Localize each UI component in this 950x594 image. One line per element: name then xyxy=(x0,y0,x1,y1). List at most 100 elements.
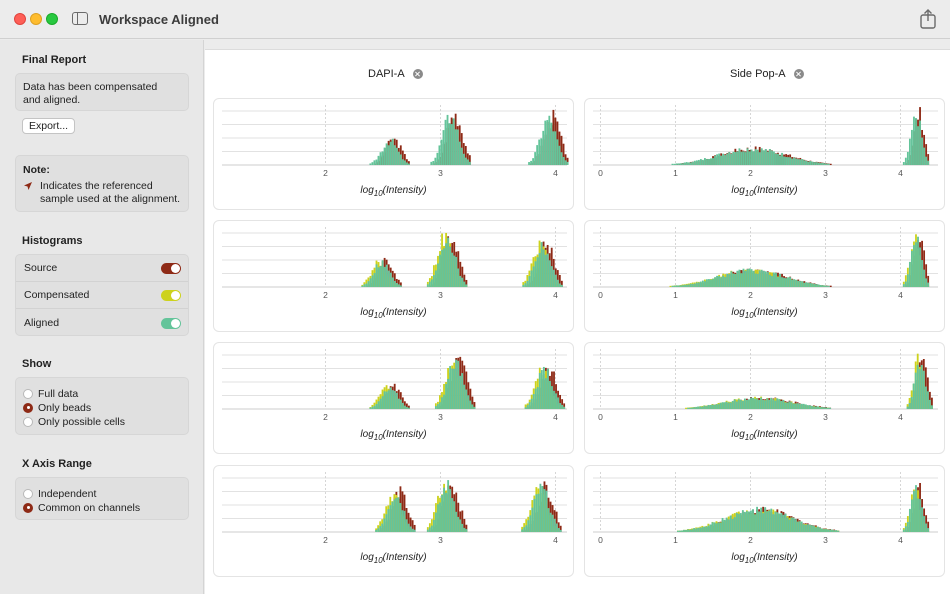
histogram-bar xyxy=(401,510,404,532)
histogram-bar xyxy=(931,397,933,409)
histogram-bar xyxy=(534,388,537,409)
show-option-only-beads[interactable]: Only beads xyxy=(23,401,91,414)
histogram-bar xyxy=(738,269,741,287)
histogram-bar xyxy=(699,159,702,165)
histogram-bar xyxy=(532,266,535,287)
histogram-bar xyxy=(727,519,730,532)
histogram-bar xyxy=(800,521,803,532)
histogram-bar xyxy=(693,283,696,287)
histogram-bar xyxy=(413,529,416,532)
histogram-bar xyxy=(927,160,930,165)
radio-button[interactable] xyxy=(23,488,33,499)
histogram-bar xyxy=(460,147,463,165)
histogram-bar xyxy=(915,485,917,532)
histogram-bar xyxy=(553,390,555,409)
histogram-bar xyxy=(762,513,765,532)
histogram-bar xyxy=(540,242,543,287)
histogram-bar xyxy=(779,155,781,165)
show-option-full-data[interactable]: Full data xyxy=(23,387,78,400)
histogram-bar xyxy=(823,529,825,532)
histogram-bar xyxy=(699,527,702,532)
histogram-bar xyxy=(908,138,911,165)
histogram-bar xyxy=(550,266,553,287)
compensated-toggle[interactable] xyxy=(161,290,181,301)
histogram-bar xyxy=(724,276,727,287)
aligned-toggle[interactable] xyxy=(161,318,181,329)
histogram-bar xyxy=(931,405,933,409)
radio-button-selected[interactable] xyxy=(23,502,33,513)
histogram-panel: 0 1 2 3 4 log10(Intensity) xyxy=(584,465,945,577)
remove-channel-icon[interactable] xyxy=(793,69,804,79)
histogram-bar xyxy=(434,157,437,165)
histogram-bar xyxy=(730,271,733,287)
tick-label: 2 xyxy=(748,535,753,545)
x-axis-title: log10(Intensity) xyxy=(585,552,944,565)
show-option-only-possible-cells[interactable]: Only possible cells xyxy=(23,415,125,428)
tick-label: 3 xyxy=(823,290,828,300)
histogram-bar xyxy=(557,528,560,532)
histogram-bar xyxy=(919,120,921,165)
radio-button[interactable] xyxy=(23,416,33,427)
histogram-bar xyxy=(917,236,919,287)
histogram-bar xyxy=(401,402,404,409)
histogram-bar xyxy=(748,399,750,409)
sidebar-toggle-icon[interactable] xyxy=(72,12,88,25)
histogram-bar xyxy=(379,265,382,287)
histogram-bar xyxy=(703,405,706,409)
histogram-bar xyxy=(687,162,690,165)
histogram-bar xyxy=(910,397,913,409)
zoom-window-button[interactable] xyxy=(46,13,58,25)
histogram-bar xyxy=(923,147,926,165)
histogram-bar xyxy=(788,519,791,532)
x-axis-option-independent[interactable]: Independent xyxy=(23,487,96,500)
histogram-bar xyxy=(395,392,398,409)
histogram-bar xyxy=(387,145,390,165)
close-window-button[interactable] xyxy=(14,13,26,25)
histogram-bar xyxy=(465,284,468,287)
histogram-bar xyxy=(440,139,443,165)
histogram-bar xyxy=(540,370,543,409)
histogram-bar xyxy=(821,162,824,165)
histogram-bar xyxy=(770,397,773,409)
histogram-bar xyxy=(750,510,752,532)
histogram-bar xyxy=(403,154,406,165)
histogram-bar xyxy=(375,404,378,409)
histogram-bar xyxy=(391,501,394,532)
histogram-bar xyxy=(685,162,688,165)
histogram-bar xyxy=(811,161,814,165)
tick-label: 4 xyxy=(553,290,558,300)
histogram-bar xyxy=(441,494,443,532)
histogram-bar xyxy=(919,499,921,532)
radio-button-selected[interactable] xyxy=(23,402,33,413)
source-toggle[interactable] xyxy=(161,263,181,274)
histogram-bar xyxy=(775,153,777,165)
axis-title-log: log xyxy=(731,552,745,563)
histogram-bar xyxy=(827,407,830,409)
export-button[interactable]: Export... xyxy=(22,118,76,134)
histogram-bar xyxy=(375,159,378,165)
histogram-bar xyxy=(802,524,805,532)
histogram-bar xyxy=(455,256,458,287)
remove-channel-icon[interactable] xyxy=(412,69,423,79)
histogram-bar xyxy=(732,273,735,287)
histogram-bar xyxy=(389,387,392,409)
axis-title-base: 10 xyxy=(744,556,754,565)
histogram-bar xyxy=(782,514,785,532)
share-icon[interactable] xyxy=(918,8,938,30)
histogram-bar xyxy=(819,284,822,287)
histogram-bar xyxy=(399,399,402,409)
histogram-bar xyxy=(546,120,549,165)
axis-title-log: log xyxy=(731,185,745,196)
minimize-window-button[interactable] xyxy=(30,13,42,25)
histogram-bar xyxy=(697,159,700,165)
histogram-bar xyxy=(803,282,806,287)
histogram-bar xyxy=(381,523,384,532)
histogram-bar xyxy=(554,274,557,287)
histogram-bar xyxy=(770,276,773,287)
x-axis-option-common[interactable]: Common on channels xyxy=(23,501,140,514)
histogram-bar xyxy=(541,486,544,532)
histogram-bar xyxy=(451,252,454,287)
histogram-bar xyxy=(736,270,739,287)
histogram-bar xyxy=(544,378,547,409)
radio-button[interactable] xyxy=(23,388,33,399)
